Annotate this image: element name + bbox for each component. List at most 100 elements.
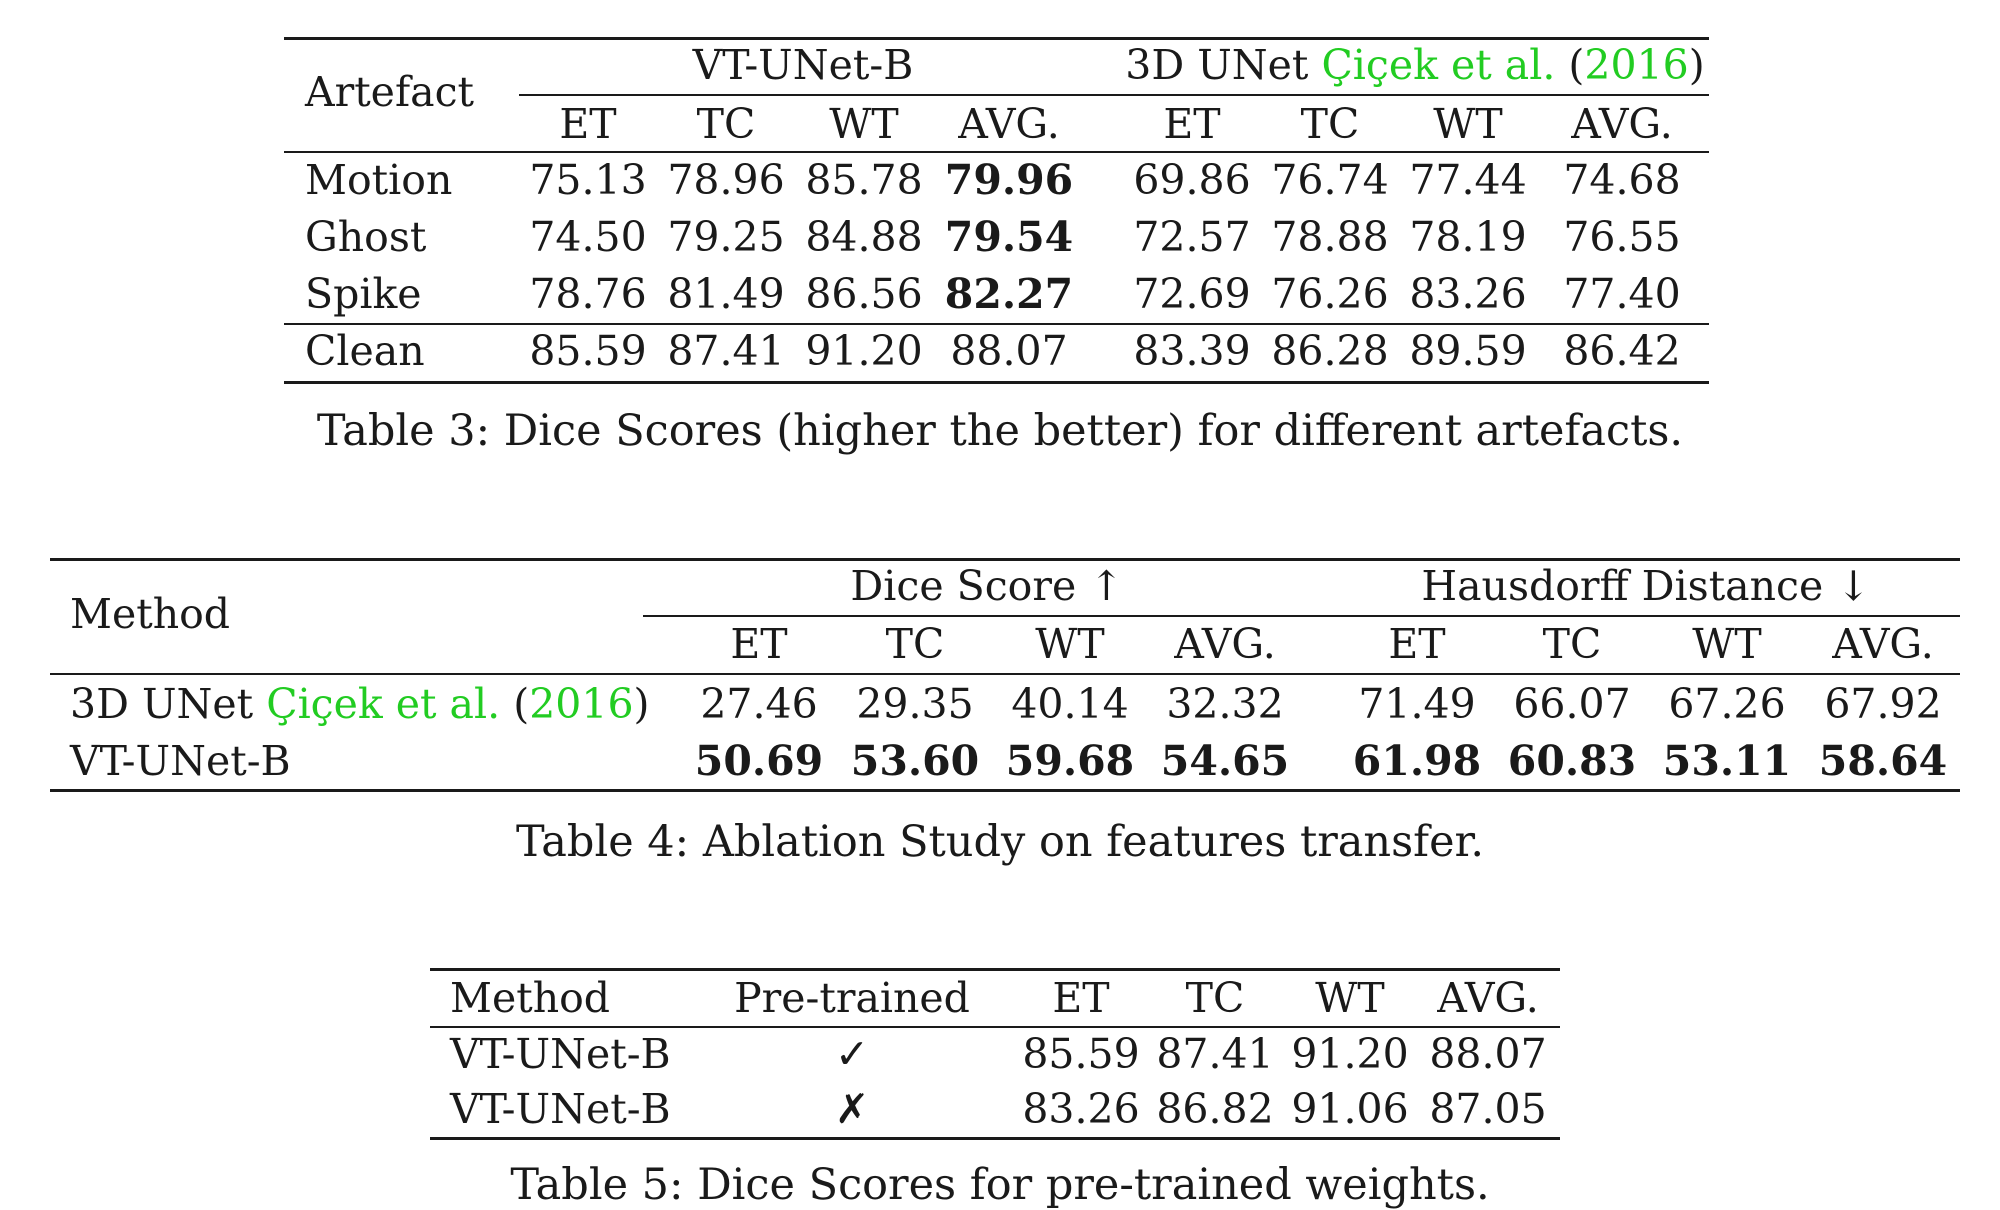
table-5-header-pretrained: Pre-trained <box>734 974 970 1022</box>
table-4-group-dice: Dice Score ↑ <box>850 562 1124 610</box>
table-4-row-label: VT-UNet-B <box>70 737 291 785</box>
citation-year-link[interactable]: 2016 <box>529 680 634 728</box>
citation-author-link[interactable]: Çiçek et al. <box>266 680 501 728</box>
table-5-cell: 87.05 <box>1429 1085 1547 1133</box>
table-3-cell: 75.13 <box>529 156 647 204</box>
table-4-cell: 50.69 <box>694 737 824 785</box>
table-3-top-rule <box>284 37 1709 40</box>
table-4-subheader: ET <box>730 620 788 668</box>
table-4-subheader: ET <box>1388 620 1446 668</box>
table-3-cell: 74.68 <box>1563 156 1681 204</box>
table-5-cell: 91.06 <box>1291 1085 1409 1133</box>
table-3-subheader: ET <box>559 100 617 148</box>
table-4-cell: 53.60 <box>850 737 980 785</box>
cross-icon: ✗ <box>834 1085 870 1133</box>
method-label: 3D UNet <box>70 680 267 728</box>
table-5-header-tc: TC <box>1185 974 1245 1022</box>
table-5-cell: 83.26 <box>1022 1085 1140 1133</box>
table-4-cell: 71.49 <box>1358 680 1476 728</box>
table-3-row-label: Ghost <box>305 213 427 261</box>
table-3-cell: 78.76 <box>529 270 647 318</box>
table-4-cell: 61.98 <box>1352 737 1482 785</box>
table-3-subheader: AVG. <box>958 100 1060 148</box>
table-3-cell: 86.28 <box>1271 327 1389 375</box>
table-3-cell: 87.41 <box>667 327 785 375</box>
table-5-cell: 91.20 <box>1291 1030 1409 1078</box>
table-5-cell: 85.59 <box>1022 1030 1140 1078</box>
table-4-header-rule <box>50 673 1960 675</box>
table-3-row-label: Motion <box>305 156 453 204</box>
table-3-row-label: Spike <box>305 270 422 318</box>
table-3-cell: 79.25 <box>667 213 785 261</box>
table-4-cell: 60.83 <box>1507 737 1637 785</box>
table-4-row-label: 3D UNet Çiçek et al. (2016) <box>70 680 650 728</box>
table-3-cell: 81.49 <box>667 270 785 318</box>
table-3-subheader: WT <box>829 100 899 148</box>
table-3-cell: 76.74 <box>1271 156 1389 204</box>
table-3-cell: 83.26 <box>1409 270 1527 318</box>
table-3-group-vt-unet: VT-UNet-B <box>692 41 914 89</box>
table-5-top-rule <box>430 968 1560 971</box>
table-5-row-label: VT-UNet-B <box>450 1030 671 1078</box>
table-3-subheader: TC <box>1300 100 1360 148</box>
table-3-cell: 76.55 <box>1563 213 1681 261</box>
table-4-caption: Table 4: Ablation Study on features tran… <box>515 817 1485 867</box>
table-4-bottom-rule <box>50 789 1960 792</box>
table-3-cell: 76.26 <box>1271 270 1389 318</box>
table-4-subheader: WT <box>1035 620 1105 668</box>
table-3-cell: 84.88 <box>805 213 923 261</box>
table-3-group-rule <box>519 94 1709 96</box>
table-4-subheader: AVG. <box>1174 620 1276 668</box>
table-4-group-hausdorff: Hausdorff Distance ↓ <box>1421 562 1871 610</box>
table-3-cell: 82.27 <box>944 270 1074 318</box>
table-4-row-header: Method <box>70 590 231 638</box>
table-4-cell: 27.46 <box>700 680 818 728</box>
table-3-subheader: WT <box>1433 100 1503 148</box>
table-3-bottom-rule <box>284 381 1709 384</box>
citation-author-link[interactable]: Çiçek et al. <box>1321 41 1556 89</box>
table-3-cell: 86.42 <box>1563 327 1681 375</box>
table-5-bottom-rule <box>430 1137 1560 1140</box>
table-3-cell: 86.56 <box>805 270 923 318</box>
table-5-header-wt: WT <box>1315 974 1385 1022</box>
table-3-cell: 91.20 <box>805 327 923 375</box>
table-3-clean-rule <box>284 323 1709 325</box>
table-3-header-rule <box>284 151 1709 153</box>
table-4-cell: 58.64 <box>1818 737 1948 785</box>
table-5-cell: 88.07 <box>1429 1030 1547 1078</box>
table-4-cell: 40.14 <box>1011 680 1129 728</box>
table-4-cell: 59.68 <box>1005 737 1135 785</box>
table-5-header-avg: AVG. <box>1437 974 1539 1022</box>
table-4-subheader: TC <box>885 620 945 668</box>
table-3-subheader: ET <box>1163 100 1221 148</box>
table-4-cell: 54.65 <box>1160 737 1290 785</box>
table-3-cell: 85.59 <box>529 327 647 375</box>
table-3-cell: 78.96 <box>667 156 785 204</box>
table-5-row-label: VT-UNet-B <box>450 1085 671 1133</box>
citation-year-link[interactable]: 2016 <box>1584 41 1689 89</box>
table-4-cell: 29.35 <box>856 680 974 728</box>
table-3-row-header: Artefact <box>305 68 475 116</box>
table-3-cell: 83.39 <box>1133 327 1251 375</box>
table-3-row-label: Clean <box>305 327 425 375</box>
table-3-cell: 79.96 <box>944 156 1074 204</box>
table-4-cell: 53.11 <box>1662 737 1792 785</box>
table-3-cell: 77.44 <box>1409 156 1527 204</box>
table-3-cell: 89.59 <box>1409 327 1527 375</box>
table-5-cell: 86.82 <box>1156 1085 1274 1133</box>
table-3-subheader: TC <box>696 100 756 148</box>
table-3-caption: Table 3: Dice Scores (higher the better)… <box>316 406 1684 456</box>
table-4-cell: 67.92 <box>1824 680 1942 728</box>
table-5-cell: 87.41 <box>1156 1030 1274 1078</box>
table-4-top-rule <box>50 558 1960 561</box>
table-4-cell: 67.26 <box>1668 680 1786 728</box>
table-3-group-3d-unet: 3D UNet Çiçek et al. (2016) <box>1125 41 1705 89</box>
table-3-cell: 69.86 <box>1133 156 1251 204</box>
table-3-cell: 78.88 <box>1271 213 1389 261</box>
table-4-subheader: WT <box>1692 620 1762 668</box>
table-3-cell: 85.78 <box>805 156 923 204</box>
checkmark-icon: ✓ <box>834 1030 870 1078</box>
table-4-cell: 66.07 <box>1513 680 1631 728</box>
table-3-cell: 74.50 <box>529 213 647 261</box>
